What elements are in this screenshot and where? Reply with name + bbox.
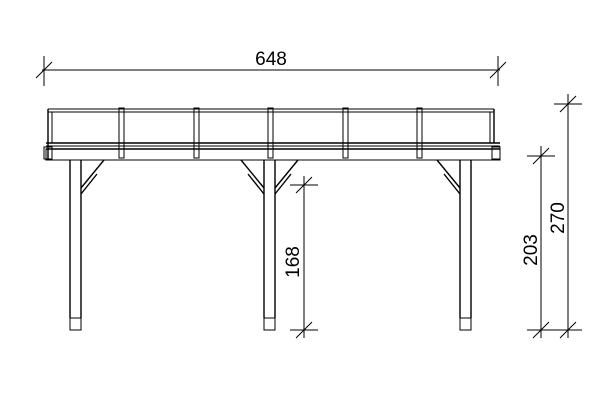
brace: [240, 159, 265, 189]
support-posts: [69, 159, 472, 331]
eave-dim-tick-top: [532, 147, 550, 165]
total-dim-tick-bottom: [559, 321, 577, 339]
post-foot: [459, 317, 472, 331]
post-foot: [263, 317, 276, 331]
roof-cap-left: [43, 146, 53, 160]
brace-inner: [274, 173, 292, 195]
eave-dim-tick-bottom: [532, 321, 550, 339]
post-height-label: 168: [283, 246, 304, 278]
roof-structure: [43, 107, 501, 161]
support-post-left: [69, 159, 105, 331]
support-post-middle: [240, 159, 299, 331]
roof-posts: [118, 107, 423, 159]
width-dim-tick-left: [35, 61, 53, 79]
total-height-label: 270: [548, 202, 569, 234]
width-dimension: 648: [35, 49, 507, 86]
eave-height-dimension: 203: [521, 146, 555, 339]
roof-post: [193, 107, 200, 159]
total-dim-tick-top: [559, 95, 577, 113]
brace: [436, 159, 461, 189]
brace: [80, 159, 105, 189]
roof-post: [118, 107, 125, 159]
roof-cap-right: [491, 146, 501, 160]
post-height-dimension: 168: [283, 176, 318, 339]
post-dim-tick-bottom: [295, 321, 313, 339]
brace: [274, 159, 299, 189]
brace-inner: [247, 173, 265, 195]
total-height-dimension: 270: [548, 94, 582, 339]
width-dim-tick-right: [489, 61, 507, 79]
roof-post: [267, 107, 274, 159]
post-foot: [69, 317, 82, 331]
roof-post: [342, 107, 349, 159]
post-dim-tick-top: [295, 176, 313, 194]
brace-inner: [443, 173, 461, 195]
brace-inner: [80, 173, 98, 195]
eave-height-label: 203: [521, 234, 542, 266]
width-label: 648: [255, 49, 287, 70]
support-post-right: [436, 159, 472, 331]
roof-post: [416, 107, 423, 159]
